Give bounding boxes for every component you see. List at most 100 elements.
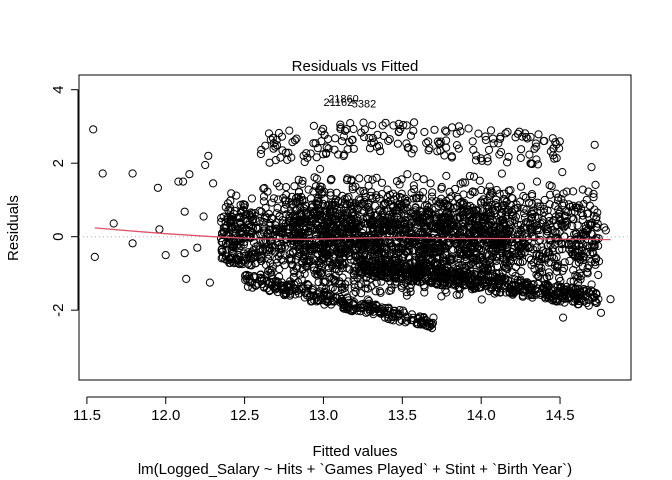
data-point [271, 247, 280, 256]
data-point [483, 264, 492, 273]
data-point [356, 186, 365, 195]
data-point [406, 287, 415, 296]
data-point [442, 127, 451, 136]
data-point [435, 266, 444, 275]
data-point [291, 206, 300, 215]
data-point [567, 208, 576, 217]
data-point [413, 217, 422, 226]
data-point [544, 294, 554, 303]
data-point [503, 158, 512, 167]
data-point [524, 254, 534, 263]
data-point [361, 284, 370, 293]
data-point [458, 204, 467, 213]
data-point [292, 193, 301, 203]
data-point [371, 287, 380, 296]
data-point [425, 144, 434, 153]
data-point [589, 193, 598, 202]
data-point [545, 235, 554, 244]
data-point [484, 204, 493, 213]
data-point [382, 310, 391, 319]
data-point [256, 149, 265, 159]
data-point [468, 216, 477, 226]
data-point [217, 245, 226, 255]
data-point [448, 268, 457, 277]
data-point [403, 213, 412, 222]
data-point [496, 224, 505, 233]
data-point [340, 288, 349, 297]
data-point [477, 295, 486, 304]
data-point [418, 263, 427, 272]
data-point [458, 199, 467, 208]
data-point [396, 224, 405, 233]
x-tick-label: 14.0 [467, 407, 496, 424]
data-point [283, 155, 292, 164]
data-point [232, 242, 242, 251]
data-point [313, 144, 322, 153]
data-point [302, 261, 311, 270]
data-point [526, 132, 535, 142]
data-point [552, 262, 561, 271]
data-point [368, 121, 377, 130]
data-point [565, 256, 574, 266]
data-point [366, 245, 375, 254]
data-point [444, 279, 453, 288]
data-point [366, 307, 375, 316]
data-point [453, 202, 462, 211]
data-point [278, 229, 287, 238]
data-point [259, 226, 268, 235]
data-point [407, 310, 417, 319]
data-point [366, 236, 375, 245]
data-point [357, 128, 366, 137]
data-point [447, 152, 456, 161]
data-point [365, 133, 374, 143]
data-point [286, 289, 295, 298]
data-point [579, 252, 588, 261]
data-point [458, 178, 467, 187]
data-point [319, 199, 328, 208]
data-point [402, 288, 411, 297]
data-point [257, 145, 266, 154]
data-point [236, 213, 245, 223]
data-point [374, 270, 383, 279]
data-point [300, 293, 309, 302]
data-point [401, 211, 410, 220]
data-point [258, 253, 267, 263]
data-point [462, 248, 471, 257]
data-point [547, 182, 556, 191]
data-point [496, 147, 506, 157]
data-point [250, 250, 259, 260]
data-point [255, 216, 264, 225]
data-point [98, 169, 107, 178]
data-point [447, 192, 456, 201]
data-point [587, 280, 596, 289]
data-point [342, 245, 352, 254]
data-point [440, 226, 449, 235]
data-point [532, 177, 542, 186]
data-point [526, 243, 535, 252]
data-point [530, 233, 539, 242]
data-point [409, 181, 418, 190]
data-point [499, 282, 509, 291]
data-point [559, 189, 568, 198]
data-point [405, 228, 414, 237]
data-point [525, 150, 534, 159]
data-point [506, 257, 516, 266]
data-point [363, 174, 373, 184]
data-point [562, 282, 571, 291]
data-point [301, 215, 310, 224]
data-point [544, 268, 553, 277]
data-point [554, 205, 563, 214]
data-point [591, 255, 601, 264]
data-point [440, 151, 449, 160]
data-point [400, 250, 409, 259]
data-point [249, 249, 258, 258]
data-point [550, 154, 559, 163]
data-point [366, 191, 375, 200]
data-point [300, 246, 309, 255]
data-point [295, 245, 304, 254]
data-point [265, 158, 274, 167]
data-point [520, 248, 529, 257]
data-point [401, 313, 410, 322]
